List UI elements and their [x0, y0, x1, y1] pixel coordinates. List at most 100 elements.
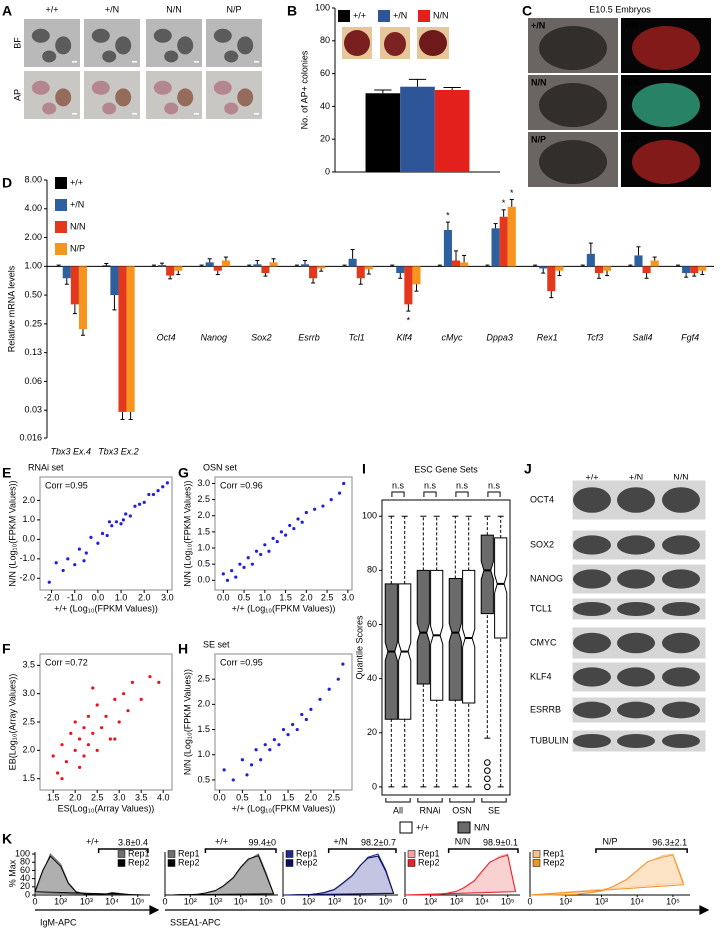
x-tick-label: 2.0 [138, 592, 151, 602]
x-tick-label: 3.0 [161, 592, 174, 602]
y-tick-label: 0.0 [197, 575, 210, 585]
legend-label: N/N [70, 221, 86, 231]
point [54, 561, 58, 565]
box [448, 577, 462, 701]
image-label: N/N [624, 77, 640, 87]
y-axis-label: N/N (Log₁₀(FPKM Values)) [182, 669, 192, 775]
gate-label: 96.3±2.1 [652, 837, 687, 847]
bar [158, 265, 167, 267]
point [283, 533, 288, 537]
bar [539, 266, 548, 269]
bar [102, 265, 111, 267]
legend-label: +/N [70, 199, 84, 209]
x-tick-label: 0.0 [213, 792, 226, 802]
histogram-curve [529, 854, 685, 896]
point [78, 737, 82, 741]
bar [269, 262, 278, 267]
scale-bar [72, 113, 77, 115]
band [617, 535, 655, 555]
point [304, 717, 308, 722]
chart-title: SE set [203, 639, 230, 649]
y-tick-label: 0 [25, 889, 30, 899]
x-tick-label: 1.0 [259, 592, 272, 602]
y-tick-label: 1.0 [197, 749, 210, 759]
y-tick-label: 0.06 [24, 376, 42, 386]
legend-swatch [55, 221, 67, 233]
band [617, 733, 655, 749]
y-tick-label: 100 [315, 2, 330, 12]
y-tick-label: 0.03 [24, 405, 42, 415]
point [288, 523, 292, 528]
plot-frame [39, 476, 173, 591]
flow-axis-arrows [35, 905, 710, 915]
x-tick-label: 10² [302, 896, 315, 906]
legend-swatch [55, 177, 67, 189]
point [73, 563, 77, 567]
bar [412, 266, 421, 285]
x-tick-label: 10³ [450, 896, 463, 906]
box [416, 569, 430, 685]
legend-swatch [407, 850, 416, 858]
point [281, 727, 286, 732]
x-tick-label: 10⁴ [630, 896, 644, 906]
bar [451, 260, 461, 267]
x-tick-label: 10² [184, 896, 197, 906]
x-axis-label: ES(Log₁₀(Array Values)) [58, 803, 155, 813]
x-tick-label: 2.5 [321, 592, 334, 602]
x-tick-label: 1.5 [279, 592, 292, 602]
x-tick-label: Rex1 [537, 333, 558, 343]
x-tick-label: Sall4 [633, 333, 653, 343]
panel-letter: C [522, 3, 532, 19]
bar [309, 266, 318, 279]
y-tick-label: 20 [367, 727, 377, 737]
y-tick-label: -2.0 [19, 573, 35, 583]
point [100, 531, 105, 536]
y-tick-label: 8.00 [24, 174, 42, 184]
gate-label: 99.4±0 [249, 837, 276, 847]
legend-swatch [418, 10, 430, 22]
point [61, 568, 65, 573]
point [263, 743, 267, 747]
x-tick-label: 10⁵ [379, 896, 393, 906]
x-tick-label: 10² [424, 896, 437, 906]
row-label: CMYC [530, 637, 557, 647]
x-tick-label: 10⁵ [666, 896, 680, 906]
x-tick-label: 2.0 [69, 792, 82, 802]
y-tick-label: 0.50 [24, 289, 42, 299]
legend-label: Rep1 [178, 848, 200, 858]
ns-bracket [455, 491, 469, 497]
legend-swatch [117, 850, 126, 858]
flier [484, 783, 491, 791]
histogram-curve [164, 855, 275, 896]
point [277, 743, 281, 747]
point [69, 731, 73, 735]
point [86, 714, 90, 718]
band [617, 632, 655, 654]
point [234, 575, 238, 579]
x-tick-label: -1.0 [67, 592, 83, 602]
ns-bracket [391, 491, 405, 497]
chart-title: OSN set [203, 462, 238, 472]
band [573, 601, 611, 617]
chart-title: RNAi set [28, 462, 64, 472]
x-tick-label: -2.0 [44, 592, 60, 602]
point [238, 562, 242, 566]
point [161, 485, 165, 489]
scale-bar [132, 61, 137, 63]
bar [205, 262, 214, 267]
point [60, 743, 64, 747]
point [313, 507, 317, 511]
bar [364, 266, 373, 270]
point [126, 709, 130, 713]
scale-bar [132, 113, 137, 115]
x-tick-label: 10³ [328, 896, 341, 906]
bar [682, 266, 691, 274]
bar [499, 216, 508, 267]
x-tick-label: 3.0 [113, 792, 126, 802]
y-tick-label: 0.0 [22, 534, 35, 544]
point [82, 559, 86, 563]
point [231, 778, 235, 782]
point [113, 697, 117, 701]
bar [213, 266, 222, 271]
colony [55, 36, 72, 55]
